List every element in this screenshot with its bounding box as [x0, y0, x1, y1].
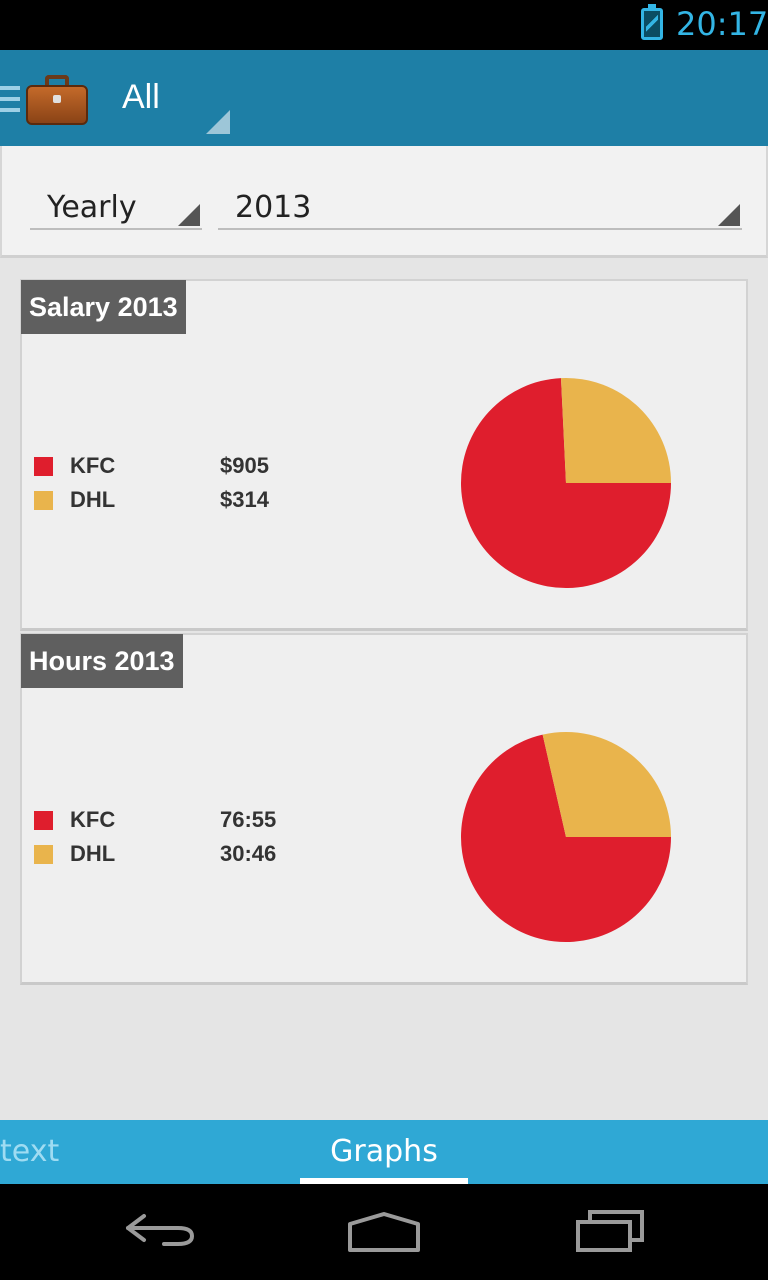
year-spinner[interactable]: 2013 [218, 184, 742, 230]
action-bar: All [0, 50, 768, 146]
year-value: 2013 [235, 190, 312, 225]
status-bar: 20:17 [0, 0, 768, 50]
period-spinner[interactable]: Yearly [30, 184, 202, 230]
salary-pie-chart [461, 378, 671, 588]
recents-icon[interactable] [574, 1210, 646, 1254]
legend-value: 30:46 [220, 841, 277, 866]
pie-slice-dhl [560, 378, 671, 483]
card-title: Hours 2013 [21, 634, 183, 688]
pie-slice-dhl [542, 732, 671, 837]
home-icon[interactable] [346, 1210, 422, 1254]
period-value: Yearly [47, 190, 137, 225]
tab-graphs-label: Graphs [330, 1134, 438, 1169]
legend-value: 76:55 [220, 807, 277, 832]
legend-item: DHL 30:46 [34, 841, 314, 875]
legend-value: $905 [220, 453, 269, 478]
tab-graphs[interactable]: Graphs [300, 1120, 468, 1184]
briefcase-icon[interactable] [26, 75, 88, 125]
legend-label: KFC [70, 453, 116, 478]
tab-bar: text Graphs [0, 1120, 768, 1184]
dropdown-corner-icon [178, 204, 200, 226]
hours-pie-chart [461, 732, 671, 942]
filter-bar: Yearly 2013 [0, 146, 768, 258]
battery-charging-icon [641, 4, 663, 40]
legend-item: KFC 76:55 [34, 807, 314, 841]
tab-text[interactable]: text [0, 1134, 60, 1169]
legend-swatch [34, 457, 53, 476]
legend-label: DHL [70, 487, 116, 512]
card-title: Salary 2013 [21, 280, 186, 334]
legend-label: DHL [70, 841, 116, 866]
legend-swatch [34, 811, 53, 830]
legend-swatch [34, 845, 53, 864]
back-icon[interactable] [124, 1210, 196, 1254]
legend-item: KFC $905 [34, 453, 314, 487]
hours-legend: KFC 76:55 DHL 30:46 [34, 807, 314, 875]
pie-slice-kfc [461, 378, 671, 588]
pie-slice-kfc [461, 734, 671, 942]
salary-card: Salary 2013 KFC $905 DHL $314 [20, 279, 748, 631]
system-nav-bar [0, 1184, 768, 1280]
legend-value: $314 [220, 487, 269, 512]
dropdown-corner-icon[interactable] [206, 110, 230, 134]
hours-card: Hours 2013 KFC 76:55 DHL 30:46 [20, 633, 748, 985]
legend-label: KFC [70, 807, 116, 832]
tab-selected-indicator [300, 1178, 468, 1184]
nav-spinner-label[interactable]: All [122, 78, 160, 116]
status-clock: 20:17 [676, 5, 768, 43]
legend-swatch [34, 491, 53, 510]
dropdown-corner-icon [718, 204, 740, 226]
salary-legend: KFC $905 DHL $314 [34, 453, 314, 521]
hamburger-icon[interactable] [0, 86, 20, 112]
legend-item: DHL $314 [34, 487, 314, 521]
